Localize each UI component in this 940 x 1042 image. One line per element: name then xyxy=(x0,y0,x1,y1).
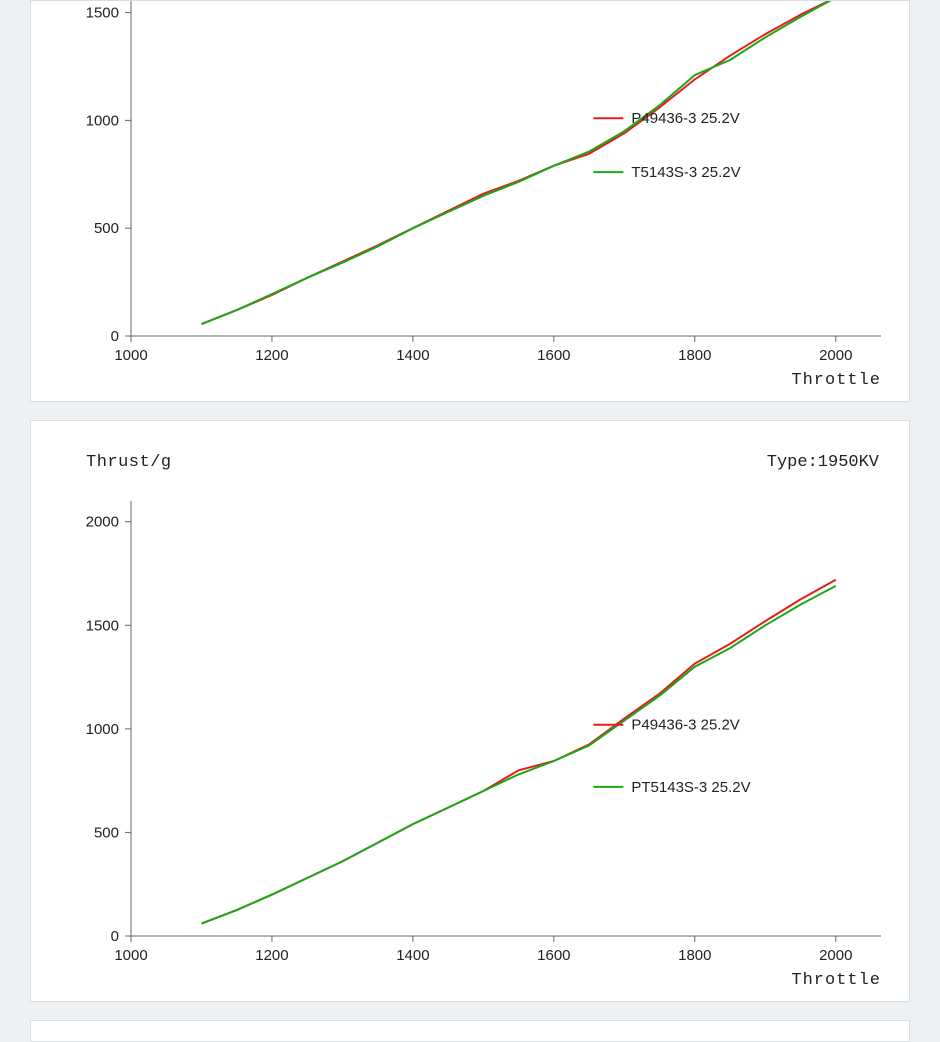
thrust-chart-top: 0 500 1000 1500 1000 1200 1400 1600 1800 2000 P494… xyxy=(31,1,909,401)
x-axis-label: Throttle xyxy=(791,971,881,990)
legend-label-1: PT5143S-3 25.2V xyxy=(631,779,750,796)
x-tick-label: 1400 xyxy=(396,347,429,364)
x-tick-label: 1000 xyxy=(114,347,147,364)
x-tick-label: 1800 xyxy=(678,947,711,964)
y-tick-label: 2000 xyxy=(86,514,119,531)
x-tick-label: 1200 xyxy=(255,347,288,364)
series-line-0 xyxy=(202,580,836,924)
y-axis-label: Thrust/g xyxy=(86,453,172,472)
y-tick-label: 500 xyxy=(94,220,119,237)
y-tick-label: 0 xyxy=(111,328,119,345)
y-tick-label: 1500 xyxy=(86,5,119,22)
x-tick-label: 2000 xyxy=(819,347,852,364)
x-tick-label: 1000 xyxy=(114,947,147,964)
thrust-chart-bottom: Thrust/g Type:1950KV 0 500 1000 1500 2000 1000 1… xyxy=(31,421,909,1001)
y-tick-label: 0 xyxy=(111,928,119,945)
legend-label-0: P49436-3 25.2V xyxy=(631,717,739,734)
x-tick-label: 1200 xyxy=(255,947,288,964)
x-tick-label: 1600 xyxy=(537,347,570,364)
y-tick-label: 1000 xyxy=(86,721,119,738)
legend-label-0: P49436-3 25.2V xyxy=(631,110,739,127)
chart-panel-top: 0 500 1000 1500 1000 1200 1400 1600 1800 2000 P494… xyxy=(30,0,910,402)
legend-label-1: T5143S-3 25.2V xyxy=(631,164,740,181)
x-tick-label: 1600 xyxy=(537,947,570,964)
y-tick-label: 1500 xyxy=(86,617,119,634)
x-axis-label: Throttle xyxy=(791,371,881,390)
x-tick-label: 1400 xyxy=(396,947,429,964)
chart-panel-bottom: Thrust/g Type:1950KV 0 500 1000 1500 2000 1000 1… xyxy=(30,420,910,1002)
type-label: Type:1950KV xyxy=(767,453,880,472)
x-tick-label: 2000 xyxy=(819,947,852,964)
series-line-0 xyxy=(202,1,836,324)
y-tick-label: 500 xyxy=(94,824,119,841)
chart-panel-next xyxy=(30,1020,910,1042)
y-tick-label: 1000 xyxy=(86,112,119,129)
x-tick-label: 1800 xyxy=(678,347,711,364)
